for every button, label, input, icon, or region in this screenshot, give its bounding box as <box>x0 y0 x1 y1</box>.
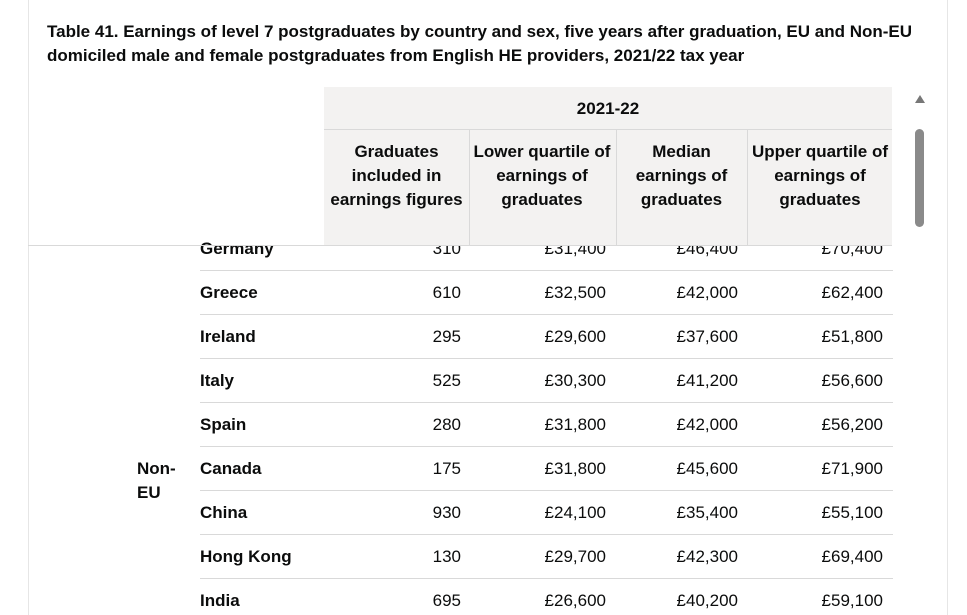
row-median: £42,300 <box>676 547 738 566</box>
row-lower-quartile: £31,800 <box>544 415 606 434</box>
row-lower-quartile: £29,600 <box>544 327 606 346</box>
scroll-up-arrow-icon[interactable] <box>915 95 925 103</box>
row-upper-quartile: £59,100 <box>821 591 883 610</box>
table-row: Spain 280 £31,800 £42,000 £56,200 <box>28 403 912 447</box>
row-country: Canada <box>200 459 262 478</box>
column-header-median: Median earnings of graduates <box>635 142 728 209</box>
year-header: 2021-22 <box>576 99 640 118</box>
row-country: Greece <box>200 283 258 302</box>
table-row: Non-EU Canada 175 £31,800 £45,600 £71,90… <box>28 447 912 502</box>
column-divider <box>469 130 470 245</box>
row-lower-quartile: £30,300 <box>544 371 606 390</box>
row-graduates-count: 130 <box>432 547 461 566</box>
row-upper-quartile: £56,600 <box>821 371 883 390</box>
row-upper-quartile: £69,400 <box>821 547 883 566</box>
row-divider <box>200 402 893 403</box>
table-row: Greece 610 £32,500 £42,000 £62,400 <box>28 271 912 315</box>
row-graduates-count: 610 <box>432 283 461 302</box>
table-row: Italy 525 £30,300 £41,200 £56,600 <box>28 359 912 403</box>
row-median: £40,200 <box>676 591 738 610</box>
row-country: Hong Kong <box>200 547 292 566</box>
row-upper-quartile: £71,900 <box>821 459 883 478</box>
column-divider <box>747 130 748 245</box>
row-country: India <box>200 591 240 610</box>
table-caption: Table 41. Earnings of level 7 postgradua… <box>47 22 913 65</box>
table-scroll-area[interactable]: Germany 310 £31,400 £46,400 £70,400 Gree… <box>28 87 912 615</box>
row-group: Non-EU <box>137 459 176 502</box>
row-graduates-count: 280 <box>432 415 461 434</box>
row-graduates-count: 525 <box>432 371 461 390</box>
column-header-upper-quartile: Upper quartile of earnings of graduates <box>751 142 888 209</box>
header-divider <box>324 129 892 130</box>
row-lower-quartile: £26,600 <box>544 591 606 610</box>
table-row: India 695 £26,600 £40,200 £59,100 <box>28 579 912 615</box>
row-graduates-count: 175 <box>432 459 461 478</box>
row-median: £37,600 <box>676 327 738 346</box>
sticky-table-header: 2021-22 Graduates included in earnings f… <box>28 87 912 246</box>
scrollbar-thumb[interactable] <box>915 129 924 227</box>
row-median: £42,000 <box>676 415 738 434</box>
row-upper-quartile: £56,200 <box>821 415 883 434</box>
table-row: Ireland 295 £29,600 £37,600 £51,800 <box>28 315 912 359</box>
row-lower-quartile: £24,100 <box>544 503 606 522</box>
row-median: £42,000 <box>676 283 738 302</box>
row-lower-quartile: £32,500 <box>544 283 606 302</box>
row-country: Ireland <box>200 327 256 346</box>
row-divider <box>200 314 893 315</box>
row-median: £35,400 <box>676 503 738 522</box>
row-divider <box>200 578 893 579</box>
header-background <box>324 87 892 245</box>
vertical-scrollbar[interactable] <box>912 88 928 615</box>
row-median: £41,200 <box>676 371 738 390</box>
column-divider <box>616 130 617 245</box>
row-divider <box>200 270 893 271</box>
row-divider <box>200 446 893 447</box>
row-divider <box>200 358 893 359</box>
row-graduates-count: 295 <box>432 327 461 346</box>
row-country: Italy <box>200 371 235 390</box>
column-header-graduates: Graduates included in earnings figures <box>330 142 463 209</box>
row-upper-quartile: £55,100 <box>821 503 883 522</box>
row-country: China <box>200 503 248 522</box>
row-country: Spain <box>200 415 247 434</box>
header-bottom-line <box>28 245 892 246</box>
table-row: Hong Kong 130 £29,700 £42,300 £69,400 <box>28 535 912 579</box>
row-graduates-count: 695 <box>432 591 461 610</box>
row-upper-quartile: £62,400 <box>821 283 883 302</box>
row-lower-quartile: £31,800 <box>544 459 606 478</box>
row-median: £45,600 <box>676 459 738 478</box>
row-country: Germany <box>200 239 274 258</box>
row-divider <box>200 534 893 535</box>
table-row: China 930 £24,100 £35,400 £55,100 <box>28 491 912 535</box>
row-upper-quartile: £51,800 <box>821 327 883 346</box>
row-divider <box>200 490 893 491</box>
column-header-lower-quartile: Lower quartile of earnings of graduates <box>473 142 611 209</box>
row-graduates-count: 930 <box>432 503 461 522</box>
row-lower-quartile: £29,700 <box>544 547 606 566</box>
